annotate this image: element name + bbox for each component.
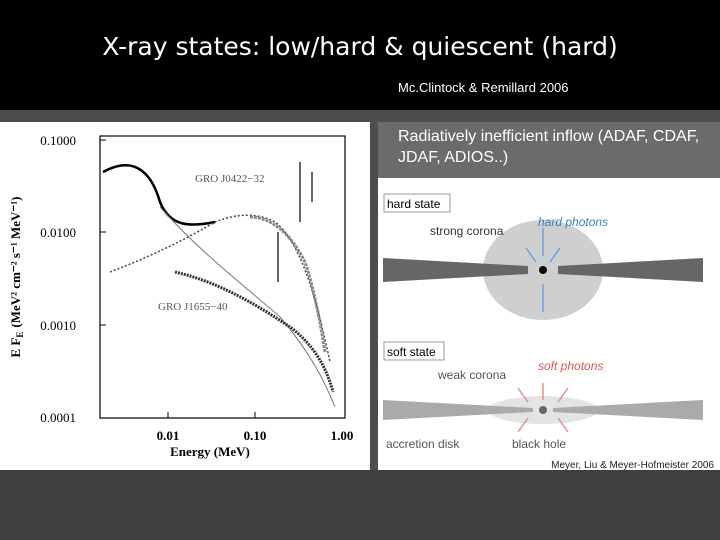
title-bar: X-ray states: low/hard & quiescent (hard…: [0, 0, 720, 110]
curve-label: GRO J1655−40: [158, 301, 228, 313]
curve-label: GRO J0422−32: [195, 173, 264, 185]
corona-label: weak corona: [437, 368, 506, 382]
state-diagram: hard state strong corona hard photons so…: [378, 178, 720, 470]
hole-label: black hole: [512, 437, 566, 451]
state-label: soft state: [387, 345, 436, 359]
corona-label: strong corona: [430, 224, 504, 238]
text-box: Radiatively inefficient inflow (ADAF, CD…: [378, 122, 720, 178]
disk-label: accretion disk: [386, 437, 460, 451]
footer-band: [0, 470, 720, 540]
y-axis-label: E FE(MeV² cm⁻² s⁻¹ MeV⁻¹): [8, 197, 25, 358]
y-tick-label: 0.0100: [40, 225, 76, 240]
x-tick-label: 1.00: [331, 428, 354, 443]
x-tick-label: 0.10: [244, 428, 267, 443]
photons-label: hard photons: [538, 215, 608, 229]
credit: Meyer, Liu & Meyer-Hofmeister 2006: [551, 460, 714, 470]
slide-title: X-ray states: low/hard & quiescent (hard…: [102, 32, 618, 61]
y-tick-label: 0.1000: [40, 133, 76, 148]
x-axis-label: Energy (MeV): [170, 444, 250, 459]
y-tick-label: 0.0001: [40, 410, 76, 425]
citation: Mc.Clintock & Remillard 2006: [398, 80, 569, 95]
spectrum-figure: 0.1000 0.0100 0.0010 0.0001 0.01 0.10 1.…: [0, 122, 370, 470]
y-tick-label: 0.0010: [40, 318, 76, 333]
photons-label: soft photons: [538, 359, 603, 373]
x-tick-label: 0.01: [157, 428, 180, 443]
state-label: hard state: [387, 197, 441, 211]
